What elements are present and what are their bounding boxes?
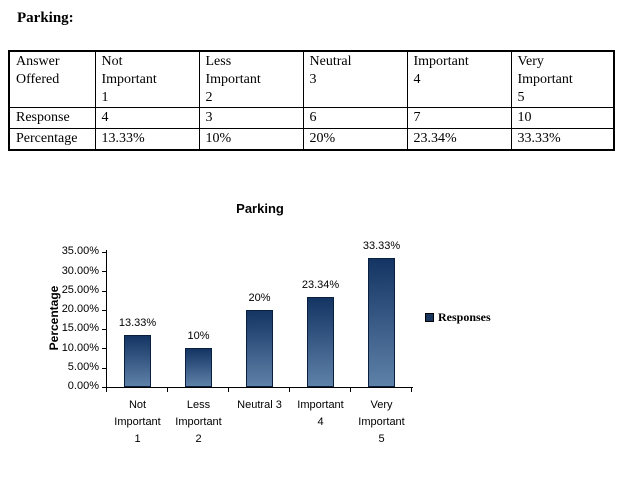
y-axis-line (106, 250, 107, 388)
response-cell: 10 (510, 107, 615, 129)
legend-label: Responses (438, 310, 491, 324)
bar-less-important (185, 348, 212, 387)
x-tick-mark (350, 388, 351, 392)
y-tick-mark (102, 368, 107, 369)
response-cell: 3 (198, 107, 304, 129)
y-tick-label: 35.00% (61, 245, 99, 257)
category-label: Less Important 2 (175, 399, 222, 445)
y-tick-mark (102, 271, 107, 272)
header-neutral: Neutral 3 (302, 50, 408, 108)
table-row: Response 4 3 6 7 10 (8, 107, 615, 129)
y-tick-label: 30.00% (61, 265, 99, 277)
x-tick-mark (228, 388, 229, 392)
header-not-important: Not Important 1 (94, 50, 200, 108)
category-label: Very Important 5 (358, 399, 405, 445)
percentage-cell: 33.33% (510, 128, 615, 150)
bar-value-label: 10% (187, 330, 210, 342)
y-tick-label: 20.00% (61, 303, 99, 315)
percentage-cell: 20% (302, 128, 408, 150)
category-label: Not Important 1 (114, 399, 161, 445)
y-tick-mark (102, 310, 107, 311)
bar-value-label: 20% (248, 292, 271, 304)
y-tick-mark (102, 387, 107, 388)
percentage-cell: 23.34% (406, 128, 512, 150)
y-tick-label: 0.00% (67, 380, 99, 392)
legend-swatch-icon (425, 313, 434, 322)
x-axis-line (106, 387, 413, 388)
y-tick-mark (102, 348, 107, 349)
bar-value-label: 23.34% (301, 279, 340, 291)
table-row: Percentage 13.33% 10% 20% 23.34% 33.33% (8, 128, 615, 150)
page-title: Parking: (17, 10, 74, 26)
y-tick-mark (102, 252, 107, 253)
header-very-important: Very Important 5 (510, 50, 615, 108)
y-tick-label: 25.00% (61, 284, 99, 296)
percentage-cell: 10% (198, 128, 304, 150)
x-tick-mark (167, 388, 168, 392)
x-tick-mark (289, 388, 290, 392)
category-label: Important 4 (297, 399, 344, 428)
response-cell: 6 (302, 107, 408, 129)
survey-table: Answer Offered Not Important 1 Less Impo… (8, 50, 615, 151)
y-tick-label: 10.00% (61, 342, 99, 354)
y-tick-label: 15.00% (61, 322, 99, 334)
table-header-row: Answer Offered Not Important 1 Less Impo… (8, 50, 615, 108)
bar-neutral (246, 310, 273, 387)
bar-not-important (124, 335, 151, 387)
y-tick-mark (102, 329, 107, 330)
percentage-cell: 13.33% (94, 128, 200, 150)
bar-value-label: 13.33% (118, 317, 157, 329)
category-label: Neutral 3 (237, 399, 282, 411)
row-label: Percentage (8, 128, 96, 150)
response-cell: 4 (94, 107, 200, 129)
x-tick-mark (106, 388, 107, 392)
response-cell: 7 (406, 107, 512, 129)
row-label: Response (8, 107, 96, 129)
y-tick-mark (102, 291, 107, 292)
x-tick-mark (411, 388, 412, 392)
header-less-important: Less Important 2 (198, 50, 304, 108)
header-important: Important 4 (406, 50, 512, 108)
header-answer-offered: Answer Offered (8, 50, 96, 108)
bar-very-important (368, 258, 395, 387)
bar-important (307, 297, 334, 387)
chart-title: Parking (236, 201, 284, 216)
bar-value-label: 33.33% (362, 240, 401, 252)
y-tick-label: 5.00% (67, 361, 99, 373)
